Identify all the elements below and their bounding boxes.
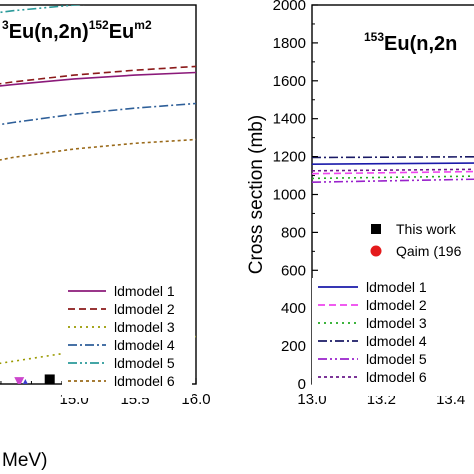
chart-title-part: Eu	[109, 21, 135, 43]
plot-area	[312, 155, 474, 183]
legend-label: ldmodel 3	[366, 315, 427, 331]
series-line-ldmodel-1	[0, 71, 196, 87]
point-legend-label: Qaim (196	[396, 243, 462, 259]
legend-box	[62, 282, 192, 398]
chart-right: 13.0 13.2 13.40200400600800100012001400160…	[246, 0, 474, 408]
y-tick-label: 1400	[273, 111, 306, 128]
series-line-ldmodel-6	[0, 138, 196, 161]
chart-title: 153Eu(n,2n	[364, 30, 457, 55]
series-line-ldmodel-2	[0, 65, 196, 85]
chart-title: 3Eu(n,2n)152Eum2	[2, 18, 152, 43]
series-line-ldmodel-3	[312, 175, 474, 180]
chart-title-part: Eu(n,2n	[384, 33, 457, 55]
series-line-ldmodel-2	[312, 170, 474, 175]
x-axis-title: MeV)	[2, 450, 47, 471]
legend-label: ldmodel 1	[366, 279, 427, 295]
legend-label: ldmodel 2	[114, 301, 175, 317]
legend-label: ldmodel 4	[114, 337, 175, 353]
y-tick-label: 200	[281, 338, 306, 355]
point-legend-label: This work	[396, 221, 457, 237]
data-point-circle	[44, 399, 55, 410]
series-line-ldmodel-6	[312, 168, 474, 172]
series-line-ldmodel-4	[0, 102, 196, 126]
y-tick-label: 1800	[273, 35, 306, 52]
legend-label: ldmodel 5	[366, 351, 427, 367]
data-point-triangle-down	[14, 377, 25, 384]
point-legend-marker	[370, 245, 382, 257]
chart-title-part: 153	[364, 30, 384, 44]
legend-label: ldmodel 4	[366, 333, 427, 349]
legend-label: ldmodel 1	[114, 283, 175, 299]
legend-label: ldmodel 5	[114, 355, 175, 371]
chart-title-part: 152	[89, 18, 109, 32]
y-tick-label: 0	[298, 376, 306, 393]
series-line-ldmodel-1	[312, 162, 474, 165]
legend-label: ldmodel 6	[114, 373, 175, 389]
y-tick-label: 400	[281, 300, 306, 317]
y-tick-label: 1000	[273, 187, 306, 204]
data-point-triangle-up	[22, 379, 28, 384]
y-tick-label: 800	[281, 224, 306, 241]
legend-label: ldmodel 6	[366, 369, 427, 385]
y-tick-label: 2000	[273, 0, 306, 14]
y-tick-label: 1600	[273, 73, 306, 90]
chart-title-part: m2	[134, 18, 152, 32]
y-tick-label: 1200	[273, 149, 306, 166]
chart-title-part: Eu(n,2n)	[9, 21, 89, 43]
legend-label: ldmodel 3	[114, 319, 175, 335]
data-point-square	[44, 374, 55, 384]
series-line-ldmodel-5	[312, 178, 474, 183]
chart-left: 15.0 15.5 16.03Eu(n,2n)152Eum2MeV)ldmodel …	[0, 4, 211, 471]
series-line-ldmodel-4	[312, 155, 474, 159]
y-axis-title: Cross section (mb)	[246, 115, 267, 274]
y-tick-label: 600	[281, 262, 306, 279]
point-legend-marker	[371, 224, 381, 234]
chart-title-part: 3	[2, 18, 9, 32]
legend-label: ldmodel 2	[366, 297, 427, 313]
